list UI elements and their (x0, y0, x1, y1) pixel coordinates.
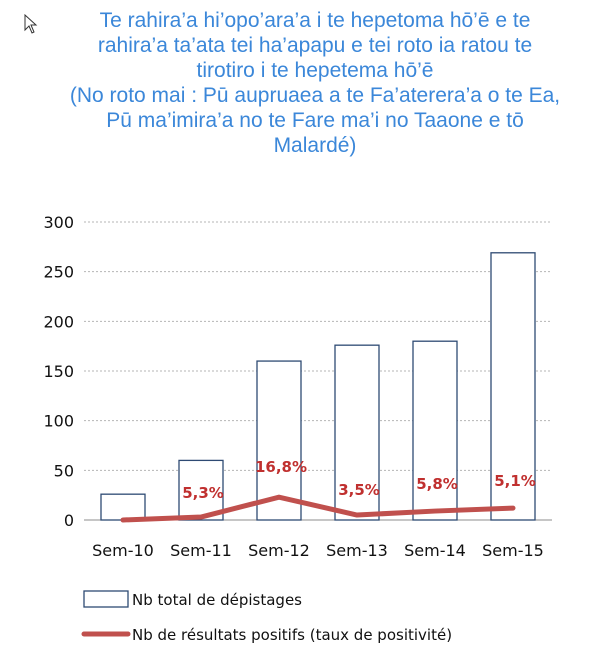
bar (334, 344, 380, 521)
title-line: rahira’a ta’ata tei ha’apapu e tei roto … (97, 34, 533, 57)
y-tick-label: 100 (43, 412, 74, 431)
title-line: Pū ma’imira’a no te Fare ma’i no Taaone … (106, 109, 524, 132)
x-tick-label: Sem-10 (92, 541, 154, 560)
y-tick-label: 0 (64, 511, 74, 530)
title-line: tirotiro i te hepetema hō’ē (196, 59, 434, 82)
title-line: (No roto mai : Pū aupruaea a te Fa’atere… (69, 84, 561, 107)
x-tick-label: Sem-13 (326, 541, 388, 560)
y-tick-label: 300 (43, 213, 74, 232)
data-label: 16,8% (255, 458, 307, 476)
y-tick-label: 150 (43, 362, 74, 381)
x-tick-label: Sem-11 (170, 541, 232, 560)
legend-label: Nb de résultats positifs (taux de positi… (132, 626, 452, 644)
series-line (120, 494, 516, 523)
data-label: 3,5% (338, 481, 380, 499)
bar (100, 493, 146, 521)
y-tick-label: 250 (43, 263, 74, 282)
x-tick-label: Sem-15 (482, 541, 544, 560)
data-label: 5,3% (182, 484, 224, 502)
legend-swatch-bars (83, 590, 129, 608)
title-line: Malardé) (273, 134, 357, 157)
chart-title: Te rahira’a hi’opo’ara’a i te hepetoma h… (20, 8, 610, 158)
bar (490, 252, 536, 521)
data-label: 5,1% (494, 472, 536, 490)
x-tick-label: Sem-12 (248, 541, 310, 560)
bar (412, 340, 458, 521)
title-line: Te rahira’a hi’opo’ara’a i te hepetoma h… (99, 9, 531, 32)
y-tick-label: 50 (54, 461, 74, 480)
bar (178, 459, 224, 521)
x-tick-label: Sem-14 (404, 541, 466, 560)
data-label: 5,8% (416, 475, 458, 493)
bar (256, 360, 302, 521)
y-tick-label: 200 (43, 312, 74, 331)
legend-label: Nb total de dépistages (132, 591, 302, 609)
mouse-cursor-icon (24, 14, 38, 34)
